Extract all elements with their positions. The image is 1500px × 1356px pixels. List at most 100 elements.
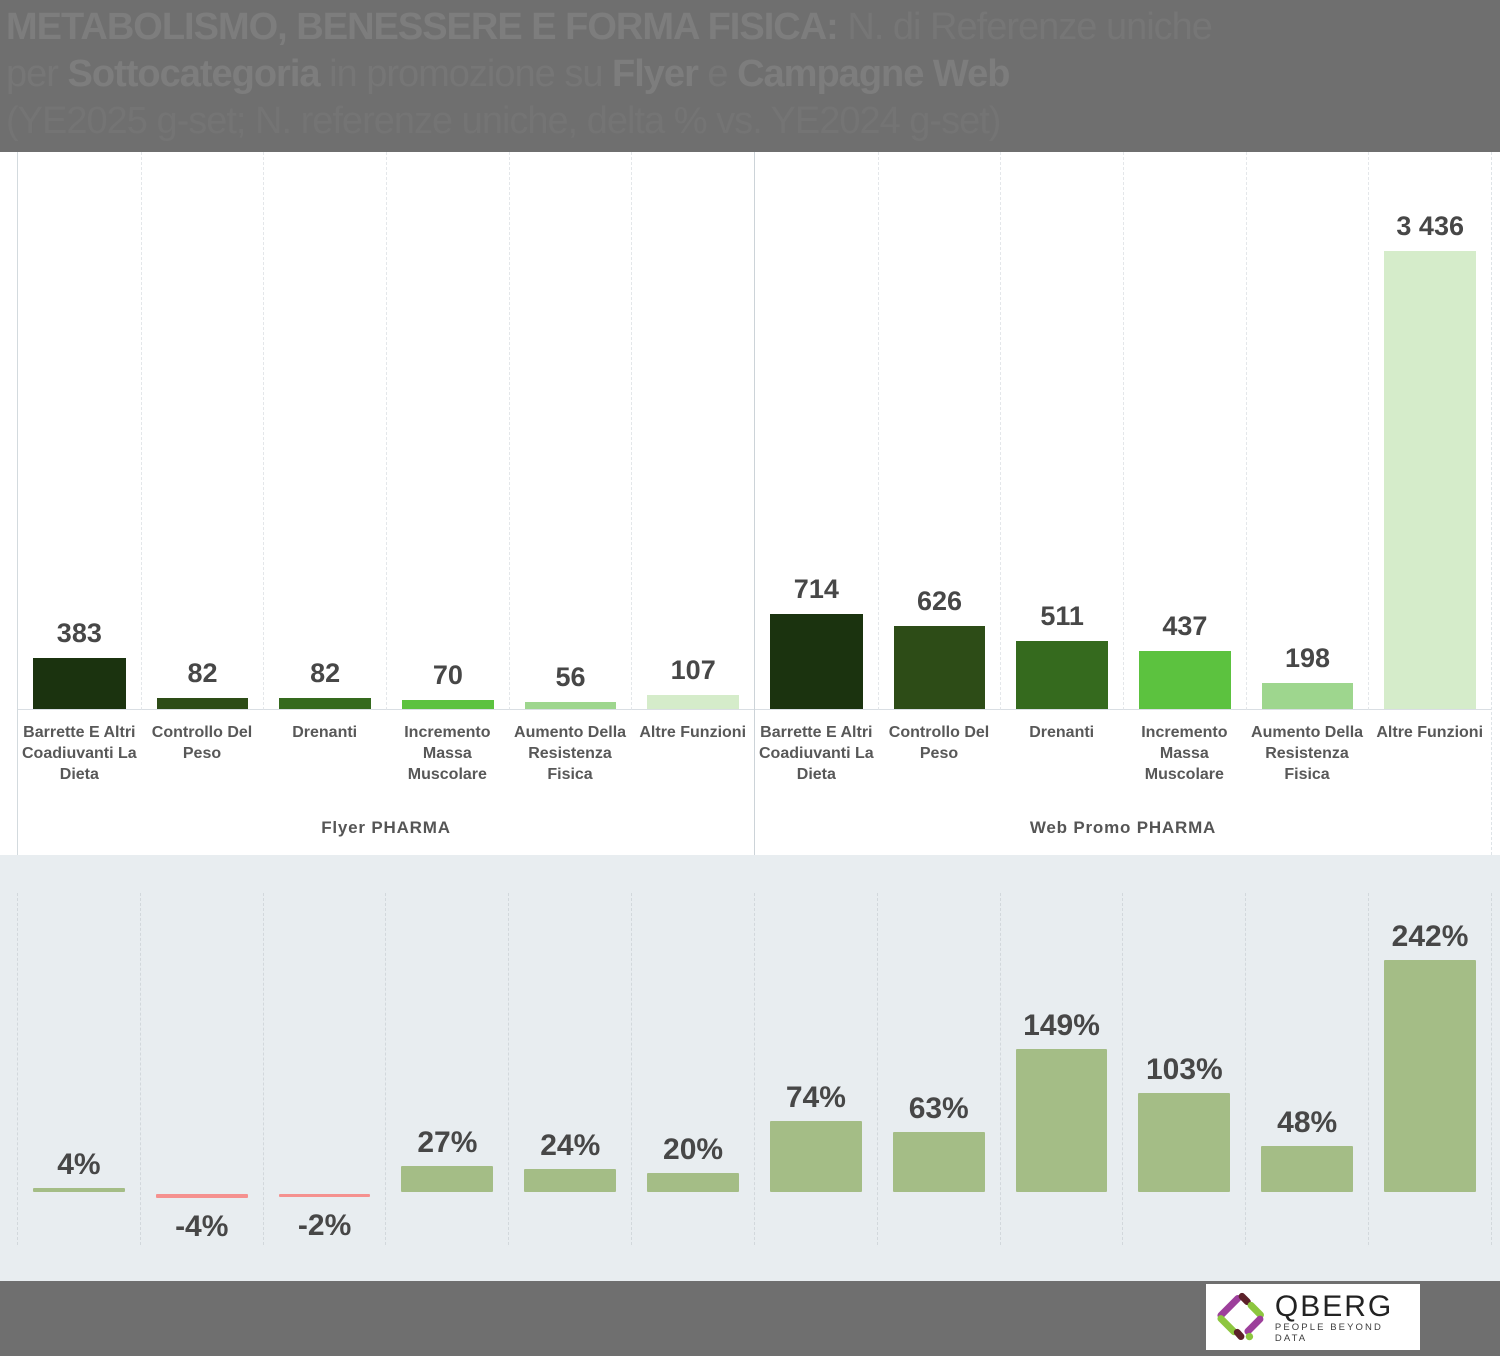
- category-column: 70Incremento Massa Muscolare: [386, 152, 509, 810]
- bar-value-label: 626: [873, 586, 1007, 617]
- report-header: METABOLISMO, BENESSERE E FORMA FISICA: N…: [0, 0, 1500, 152]
- category-column: 107Altre Funzioni: [631, 152, 754, 810]
- category-label: Drenanti: [1000, 710, 1123, 810]
- delta-column: 27%: [385, 893, 508, 1245]
- delta-percent-plot: 4%-4%-2%27%24%20%74%63%149%103%48%242%: [17, 855, 1492, 1281]
- bar-value-label: 70: [381, 660, 515, 691]
- delta-bar-cat7: [893, 1132, 985, 1192]
- bar-web-cat5: [1384, 251, 1476, 709]
- bar-web-cat0: [770, 614, 863, 709]
- qberg-logo-tagline: PEOPLE BEYOND DATA: [1275, 1322, 1412, 1344]
- category-label: Barrette E Altri Coadiuvanti La Dieta: [18, 710, 141, 810]
- bar-web-cat3: [1139, 651, 1231, 709]
- delta-percent-chart: 4%-4%-2%27%24%20%74%63%149%103%48%242%: [0, 855, 1500, 1281]
- delta-column: 4%: [17, 893, 140, 1245]
- category-label: Altre Funzioni: [1368, 710, 1491, 810]
- category-label: Controllo Del Peso: [878, 710, 1001, 810]
- report-subtitle: (YE2025 g-set; N. referenze uniche, delt…: [6, 98, 1500, 145]
- referenze-uniche-plot: 383Barrette E Altri Coadiuvanti La Dieta…: [17, 152, 1492, 855]
- category-column: 714Barrette E Altri Coadiuvanti La Dieta: [755, 152, 878, 810]
- bar-value-label: 107: [626, 655, 760, 686]
- bar-value-label: 82: [258, 658, 392, 689]
- bar-flyer-cat3: [402, 700, 494, 709]
- plot-cell: 56: [509, 152, 632, 710]
- delta-column: 20%: [631, 893, 754, 1245]
- bar-value-label: 383: [12, 618, 147, 649]
- plot-cell: 198: [1246, 152, 1369, 710]
- panel-flyer-pharma: 383Barrette E Altri Coadiuvanti La Dieta…: [17, 152, 754, 855]
- delta-column: -2%: [263, 893, 386, 1245]
- category-label: Aumento Della Resistenza Fisica: [1246, 710, 1369, 810]
- qberg-diamond-icon: [1214, 1289, 1267, 1345]
- plot-cell: 714: [755, 152, 878, 710]
- title-category: METABOLISMO, BENESSERE E FORMA FISICA:: [6, 6, 838, 48]
- category-column: 383Barrette E Altri Coadiuvanti La Dieta: [18, 152, 141, 810]
- report-title-line2: per Sottocategoria in promozione su Flye…: [6, 51, 1500, 98]
- delta-value-label: 63%: [866, 1092, 1012, 1126]
- plot-cell: 626: [878, 152, 1001, 710]
- delta-value-label: -2%: [252, 1209, 398, 1243]
- referenze-uniche-chart: 383Barrette E Altri Coadiuvanti La Dieta…: [0, 152, 1500, 855]
- panel-label: Web Promo PHARMA: [755, 810, 1491, 855]
- delta-value-label: 4%: [6, 1148, 152, 1182]
- bar-value-label: 198: [1241, 643, 1375, 674]
- plot-cell: 82: [263, 152, 386, 710]
- category-label: Barrette E Altri Coadiuvanti La Dieta: [755, 710, 878, 810]
- bar-web-cat1: [894, 626, 986, 709]
- category-label: Drenanti: [263, 710, 386, 810]
- panel-label: Flyer PHARMA: [18, 810, 754, 855]
- delta-bar-cat5: [647, 1173, 739, 1192]
- delta-bar-cat9: [1138, 1093, 1230, 1192]
- delta-bar-cat6: [770, 1121, 862, 1192]
- category-label: Aumento Della Resistenza Fisica: [509, 710, 632, 810]
- delta-bar-cat8: [1016, 1049, 1108, 1192]
- delta-value-label: 149%: [989, 1009, 1135, 1043]
- bar-value-label: 3 436: [1363, 211, 1497, 242]
- delta-bar-cat11: [1384, 960, 1476, 1192]
- delta-column: 63%: [877, 893, 1000, 1245]
- bar-value-label: 714: [749, 574, 884, 605]
- delta-value-label: 20%: [620, 1133, 766, 1167]
- bar-value-label: 56: [504, 662, 638, 693]
- bar-web-cat4: [1262, 683, 1354, 709]
- category-column: 626Controllo Del Peso: [878, 152, 1001, 810]
- delta-bar-cat1: [156, 1194, 248, 1198]
- category-label: Controllo Del Peso: [141, 710, 264, 810]
- delta-value-label: 48%: [1234, 1106, 1380, 1140]
- delta-bar-cat3: [401, 1166, 493, 1192]
- bar-web-cat2: [1016, 641, 1108, 709]
- delta-column: 24%: [508, 893, 631, 1245]
- panel-web-promo-pharma: 714Barrette E Altri Coadiuvanti La Dieta…: [754, 152, 1492, 855]
- qberg-logo-name: QBERG: [1275, 1291, 1412, 1322]
- delta-column: 149%: [1000, 893, 1123, 1245]
- delta-column: 103%: [1122, 893, 1245, 1245]
- category-column: 511Drenanti: [1000, 152, 1123, 810]
- panel-columns: 714Barrette E Altri Coadiuvanti La Dieta…: [755, 152, 1491, 810]
- plot-cell: 511: [1000, 152, 1123, 710]
- category-column: 82Drenanti: [263, 152, 386, 810]
- category-label: Altre Funzioni: [631, 710, 754, 810]
- bar-value-label: 511: [995, 601, 1129, 632]
- delta-bar-cat10: [1261, 1146, 1353, 1192]
- plot-cell: 3 436: [1368, 152, 1491, 710]
- delta-bar-cat0: [33, 1188, 125, 1192]
- bar-flyer-cat0: [33, 658, 126, 709]
- plot-cell: 383: [18, 152, 141, 710]
- category-label: Incremento Massa Muscolare: [1123, 710, 1246, 810]
- bar-value-label: 437: [1118, 611, 1252, 642]
- category-column: 56Aumento Della Resistenza Fisica: [509, 152, 632, 810]
- plot-cell: 437: [1123, 152, 1246, 710]
- delta-bar-cat2: [279, 1194, 371, 1197]
- delta-column: 74%: [754, 893, 877, 1245]
- category-column: 3 436Altre Funzioni: [1368, 152, 1491, 810]
- bar-flyer-cat5: [647, 695, 739, 709]
- bar-flyer-cat2: [279, 698, 371, 709]
- category-label: Incremento Massa Muscolare: [386, 710, 509, 810]
- category-column: 82Controllo Del Peso: [141, 152, 264, 810]
- delta-value-label: 242%: [1357, 920, 1500, 954]
- category-column: 198Aumento Della Resistenza Fisica: [1246, 152, 1369, 810]
- bar-flyer-cat1: [157, 698, 249, 709]
- bar-value-label: 82: [136, 658, 270, 689]
- plot-cell: 107: [631, 152, 754, 710]
- qberg-logo: QBERG PEOPLE BEYOND DATA: [1206, 1284, 1420, 1350]
